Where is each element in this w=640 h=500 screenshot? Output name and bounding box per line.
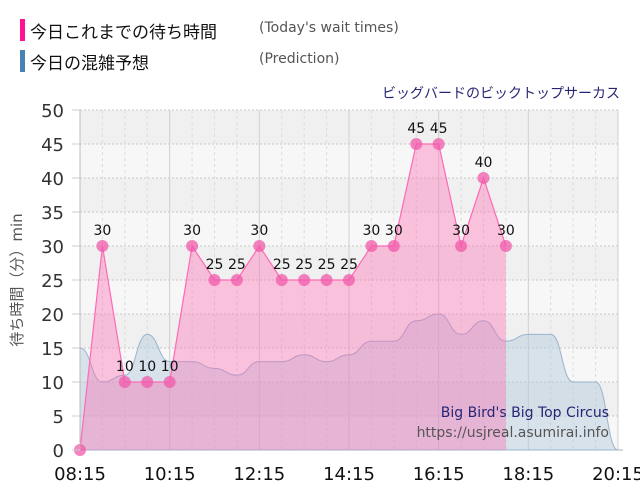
data-label: 30 bbox=[497, 223, 515, 239]
data-label: 25 bbox=[318, 257, 336, 273]
data-label: 25 bbox=[273, 257, 291, 273]
y-tick-label: 50 bbox=[41, 101, 64, 122]
y-tick-label: 10 bbox=[41, 373, 64, 394]
data-point bbox=[410, 138, 423, 150]
legend-today-label-en: (Today's wait times) bbox=[259, 20, 399, 36]
data-point bbox=[343, 274, 355, 286]
data-point bbox=[230, 274, 243, 286]
data-label: 30 bbox=[183, 223, 201, 239]
data-point bbox=[118, 376, 131, 388]
y-tick-label: 0 bbox=[53, 441, 64, 462]
data-point bbox=[455, 240, 468, 252]
y-tick-label: 25 bbox=[41, 271, 64, 292]
y-tick-label: 20 bbox=[41, 305, 64, 326]
data-label: 25 bbox=[206, 257, 224, 273]
x-tick-label: 16:15 bbox=[413, 464, 465, 485]
data-point bbox=[253, 240, 266, 252]
data-label: 30 bbox=[385, 223, 403, 239]
legend-prediction-label-en: (Prediction) bbox=[259, 51, 340, 67]
y-tick-label: 45 bbox=[41, 135, 64, 156]
today-fill bbox=[80, 144, 506, 450]
data-label: 25 bbox=[228, 257, 246, 273]
x-tick-label: 12:15 bbox=[233, 464, 285, 485]
prediction-curve bbox=[79, 313, 623, 451]
y-tick-label: 5 bbox=[53, 407, 64, 428]
y-tick-label: 40 bbox=[41, 169, 64, 190]
x-tick-label: 08:15 bbox=[54, 464, 106, 485]
y-tick-label: 15 bbox=[41, 339, 64, 360]
data-label: 30 bbox=[250, 223, 268, 239]
attraction-title: ビッグバードのビックトップサーカス bbox=[382, 86, 620, 102]
data-label: 10 bbox=[116, 359, 134, 375]
data-label: 45 bbox=[430, 121, 448, 137]
data-point bbox=[208, 274, 221, 286]
data-point bbox=[432, 138, 445, 150]
legend-today-swatch bbox=[20, 19, 25, 41]
x-tick-label: 10:15 bbox=[144, 464, 196, 485]
data-point bbox=[141, 376, 154, 388]
x-tick-label: 20:15 bbox=[592, 464, 640, 485]
today-area bbox=[74, 138, 512, 456]
data-point bbox=[163, 376, 176, 388]
data-point bbox=[365, 240, 378, 252]
y-axis-label: 待ち時間（分）min bbox=[8, 213, 26, 346]
data-point bbox=[96, 240, 109, 252]
y-tick-label: 30 bbox=[41, 237, 64, 258]
legend-prediction-swatch bbox=[20, 50, 25, 72]
data-point bbox=[387, 240, 400, 252]
data-label: 10 bbox=[138, 359, 156, 375]
watermark-name: Big Bird's Big Top Circus bbox=[441, 405, 609, 421]
data-label: 45 bbox=[407, 121, 425, 137]
data-label: 30 bbox=[363, 223, 381, 239]
data-point bbox=[275, 274, 288, 286]
watermark-url: https://usjreal.asumirai.info bbox=[417, 425, 609, 441]
x-tick-label: 18:15 bbox=[502, 464, 554, 485]
data-point bbox=[477, 172, 490, 184]
data-label: 25 bbox=[295, 257, 313, 273]
y-tick-label: 35 bbox=[41, 203, 64, 224]
data-label: 25 bbox=[340, 257, 358, 273]
axes: 0 5 10 15 20 25 30 35 40 45 50 08:15 10:15 12:15 14:15… bbox=[41, 101, 640, 485]
data-label: 40 bbox=[475, 155, 493, 171]
legend-today-label-jp: 今日これまでの待ち時間 bbox=[30, 23, 217, 43]
data-point bbox=[499, 240, 512, 252]
data-point bbox=[186, 240, 199, 252]
x-tick-label: 14:15 bbox=[323, 464, 375, 485]
prediction-area bbox=[79, 313, 623, 451]
data-label: 30 bbox=[94, 223, 112, 239]
data-label: 10 bbox=[161, 359, 179, 375]
legend-prediction-label-jp: 今日の混雑予想 bbox=[30, 54, 149, 74]
data-point bbox=[320, 274, 333, 286]
data-label: 30 bbox=[452, 223, 470, 239]
data-point bbox=[298, 274, 311, 286]
